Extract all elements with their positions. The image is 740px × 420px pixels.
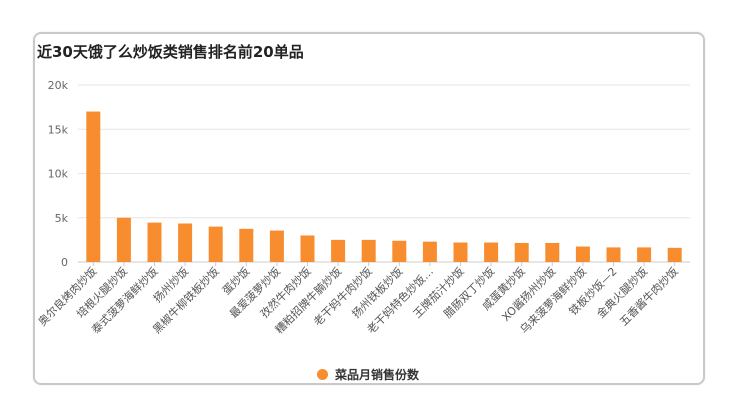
bar[interactable] xyxy=(575,246,590,262)
y-tick-label: 0 xyxy=(61,256,68,269)
x-axis-ticks: 奥尔良烤肉炒饭培根火腿炒饭泰式菠萝海鲜炒饭扬州炒饭黑椒牛柳铁板炒饭蛋炒饭最爱菠萝… xyxy=(35,262,681,336)
bar[interactable] xyxy=(116,217,131,262)
bar[interactable] xyxy=(606,247,621,262)
bars xyxy=(86,111,682,262)
y-tick-label: 10k xyxy=(48,168,69,181)
bar[interactable] xyxy=(667,247,682,262)
bar[interactable] xyxy=(331,239,346,262)
y-tick-label: 15k xyxy=(48,123,69,136)
bar[interactable] xyxy=(269,230,284,262)
bar[interactable] xyxy=(300,235,315,262)
bar[interactable] xyxy=(453,242,468,262)
chart-card xyxy=(33,32,705,385)
grid-lines xyxy=(78,84,690,263)
y-tick-label: 20k xyxy=(48,79,69,92)
legend[interactable]: 菜品月销售份数 xyxy=(317,366,419,383)
bar[interactable] xyxy=(86,111,101,262)
bar[interactable] xyxy=(208,226,223,262)
bar[interactable] xyxy=(422,241,437,262)
bar[interactable] xyxy=(239,228,254,262)
legend-marker-icon xyxy=(317,369,328,380)
y-axis-ticks: 0 5k 10k 15k 20k xyxy=(48,79,69,269)
bar[interactable] xyxy=(392,240,407,262)
bar[interactable] xyxy=(178,223,193,262)
bar[interactable] xyxy=(637,247,652,262)
bar[interactable] xyxy=(147,222,162,262)
bar[interactable] xyxy=(545,242,560,262)
bar[interactable] xyxy=(514,242,529,262)
y-tick-label: 5k xyxy=(55,212,69,225)
bar[interactable] xyxy=(484,242,499,262)
legend-label: 菜品月销售份数 xyxy=(335,368,420,382)
bar[interactable] xyxy=(361,239,376,262)
chart-title: 近30天饿了么炒饭类销售排名前20单品 xyxy=(37,43,304,61)
